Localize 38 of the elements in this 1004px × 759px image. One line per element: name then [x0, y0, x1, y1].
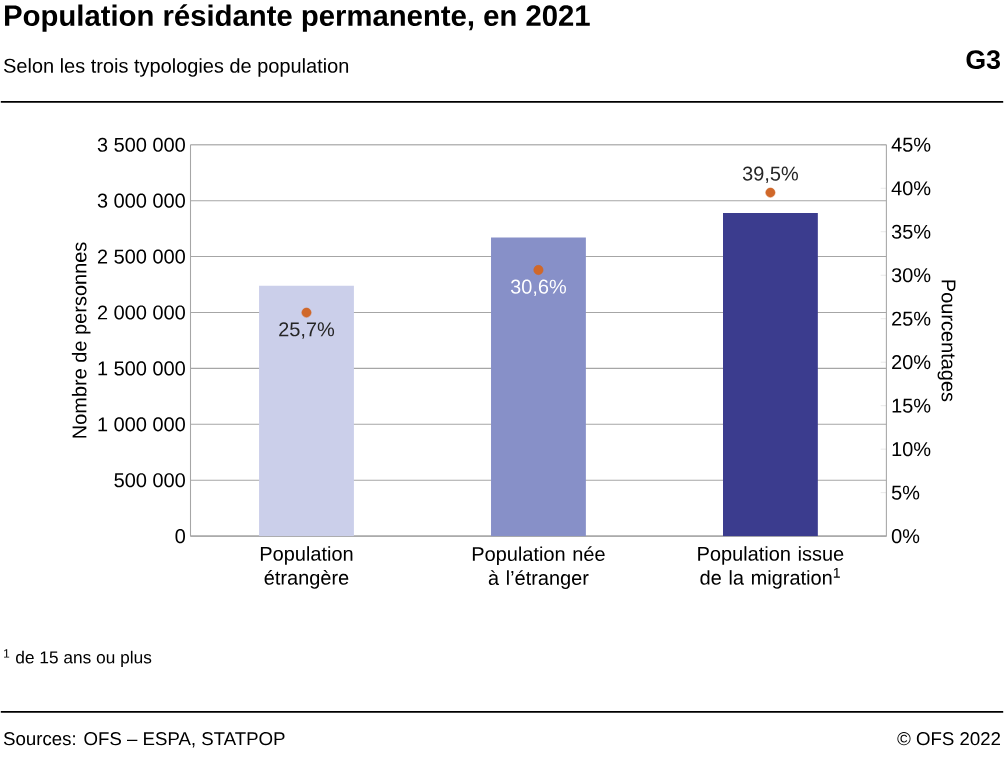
chart-subtitle: Selon les trois typologies de population: [3, 58, 349, 77]
y2-tick-label: 20%: [892, 355, 931, 370]
bar: [722, 213, 818, 537]
y-tick-label: 1 500 000: [98, 361, 185, 376]
data-label: 39,5%: [742, 166, 798, 184]
y2-tick-label: 45%: [891, 137, 931, 152]
bar: [259, 285, 354, 537]
y2-tick-label: 0%: [891, 529, 920, 544]
point: [533, 265, 544, 276]
data-label: 25,7%: [279, 322, 335, 339]
x-tick-label: Population issue de la migration$^{1}$: [698, 546, 844, 589]
y-tick-label: 2 500 000: [97, 249, 185, 264]
y-tick-label: 2 000 000: [97, 305, 185, 320]
y2-axis-title: Pourcentages: [937, 280, 956, 402]
y2-tick-label: 30%: [891, 268, 931, 283]
y-tick-label: 1 000 000: [98, 417, 185, 432]
chart-title: Population résidante permanente, en 2021: [5, 4, 590, 32]
y-tick-label: 0: [175, 529, 186, 544]
y-tick-label: 3 000 000: [97, 193, 185, 208]
bar: [491, 237, 586, 537]
text: $^{1}$ de 15 ans ou plus: [3, 649, 152, 668]
point: [765, 187, 776, 198]
text: G3: [966, 50, 1000, 70]
point: [301, 307, 312, 318]
y2-tick-label: 25%: [892, 311, 931, 326]
y2-tick-label: 40%: [891, 181, 931, 196]
y-tick-label: 3 500 000: [97, 137, 185, 152]
source-note: Sources: OFS – ESPA, STATPOP: [3, 732, 285, 748]
data-label: 30,6%: [510, 279, 567, 297]
text: © OFS 2022: [897, 732, 1001, 746]
y-tick-label: 500 000: [114, 473, 185, 488]
y-axis-title: Nombre de personnes: [71, 242, 91, 438]
x-tick-label: Population étrangère: [260, 546, 353, 589]
x-tick-label: Population née à l’étranger: [472, 546, 605, 590]
y2-tick-label: 5%: [891, 485, 920, 500]
y2-tick-label: 10%: [892, 442, 931, 457]
y2-tick-label: 35%: [891, 224, 931, 239]
y2-tick-label: 15%: [892, 398, 931, 413]
